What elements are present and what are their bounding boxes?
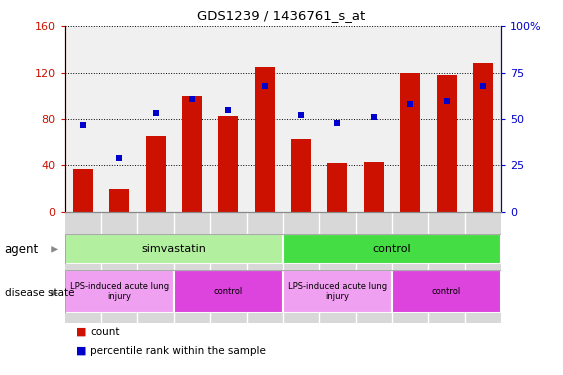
- Text: ■: ■: [76, 346, 87, 355]
- Text: ■: ■: [76, 327, 87, 337]
- Bar: [428, 212, 464, 323]
- Bar: [364, 162, 384, 212]
- Text: control: control: [432, 287, 461, 296]
- Bar: [109, 189, 129, 212]
- Point: [442, 98, 451, 104]
- Bar: [210, 212, 247, 323]
- Point: [297, 112, 306, 118]
- Text: agent: agent: [5, 243, 39, 256]
- Text: control: control: [214, 287, 243, 296]
- Bar: [137, 212, 174, 323]
- Point: [151, 111, 160, 117]
- Bar: [283, 234, 501, 264]
- Point: [479, 82, 488, 88]
- Bar: [247, 212, 283, 323]
- Text: percentile rank within the sample: percentile rank within the sample: [90, 346, 266, 355]
- Bar: [65, 212, 101, 323]
- Text: LPS-induced acute lung
injury: LPS-induced acute lung injury: [288, 282, 387, 301]
- Bar: [182, 96, 202, 212]
- Bar: [319, 212, 356, 323]
- Bar: [174, 270, 283, 313]
- Bar: [356, 212, 392, 323]
- Bar: [73, 169, 93, 212]
- Point: [406, 101, 415, 107]
- Point: [78, 122, 87, 128]
- Bar: [291, 139, 311, 212]
- Bar: [218, 116, 238, 212]
- Text: count: count: [90, 327, 119, 337]
- Bar: [436, 75, 457, 212]
- Bar: [473, 63, 493, 212]
- Bar: [283, 212, 319, 323]
- Bar: [328, 163, 347, 212]
- Bar: [392, 212, 428, 323]
- Text: disease state: disease state: [5, 288, 74, 298]
- Bar: [174, 212, 210, 323]
- Text: GDS1239 / 1436761_s_at: GDS1239 / 1436761_s_at: [198, 9, 365, 22]
- Bar: [65, 234, 283, 264]
- Point: [115, 155, 124, 161]
- Bar: [400, 73, 420, 212]
- Bar: [464, 212, 501, 323]
- Text: LPS-induced acute lung
injury: LPS-induced acute lung injury: [70, 282, 169, 301]
- Text: simvastatin: simvastatin: [141, 244, 206, 254]
- Point: [224, 107, 233, 113]
- Point: [333, 120, 342, 126]
- Text: control: control: [373, 244, 412, 254]
- Point: [260, 82, 269, 88]
- Point: [369, 114, 378, 120]
- Bar: [65, 270, 174, 313]
- Bar: [254, 67, 275, 212]
- Bar: [392, 270, 501, 313]
- Bar: [101, 212, 137, 323]
- Bar: [283, 270, 392, 313]
- Point: [187, 96, 196, 102]
- Bar: [146, 136, 166, 212]
